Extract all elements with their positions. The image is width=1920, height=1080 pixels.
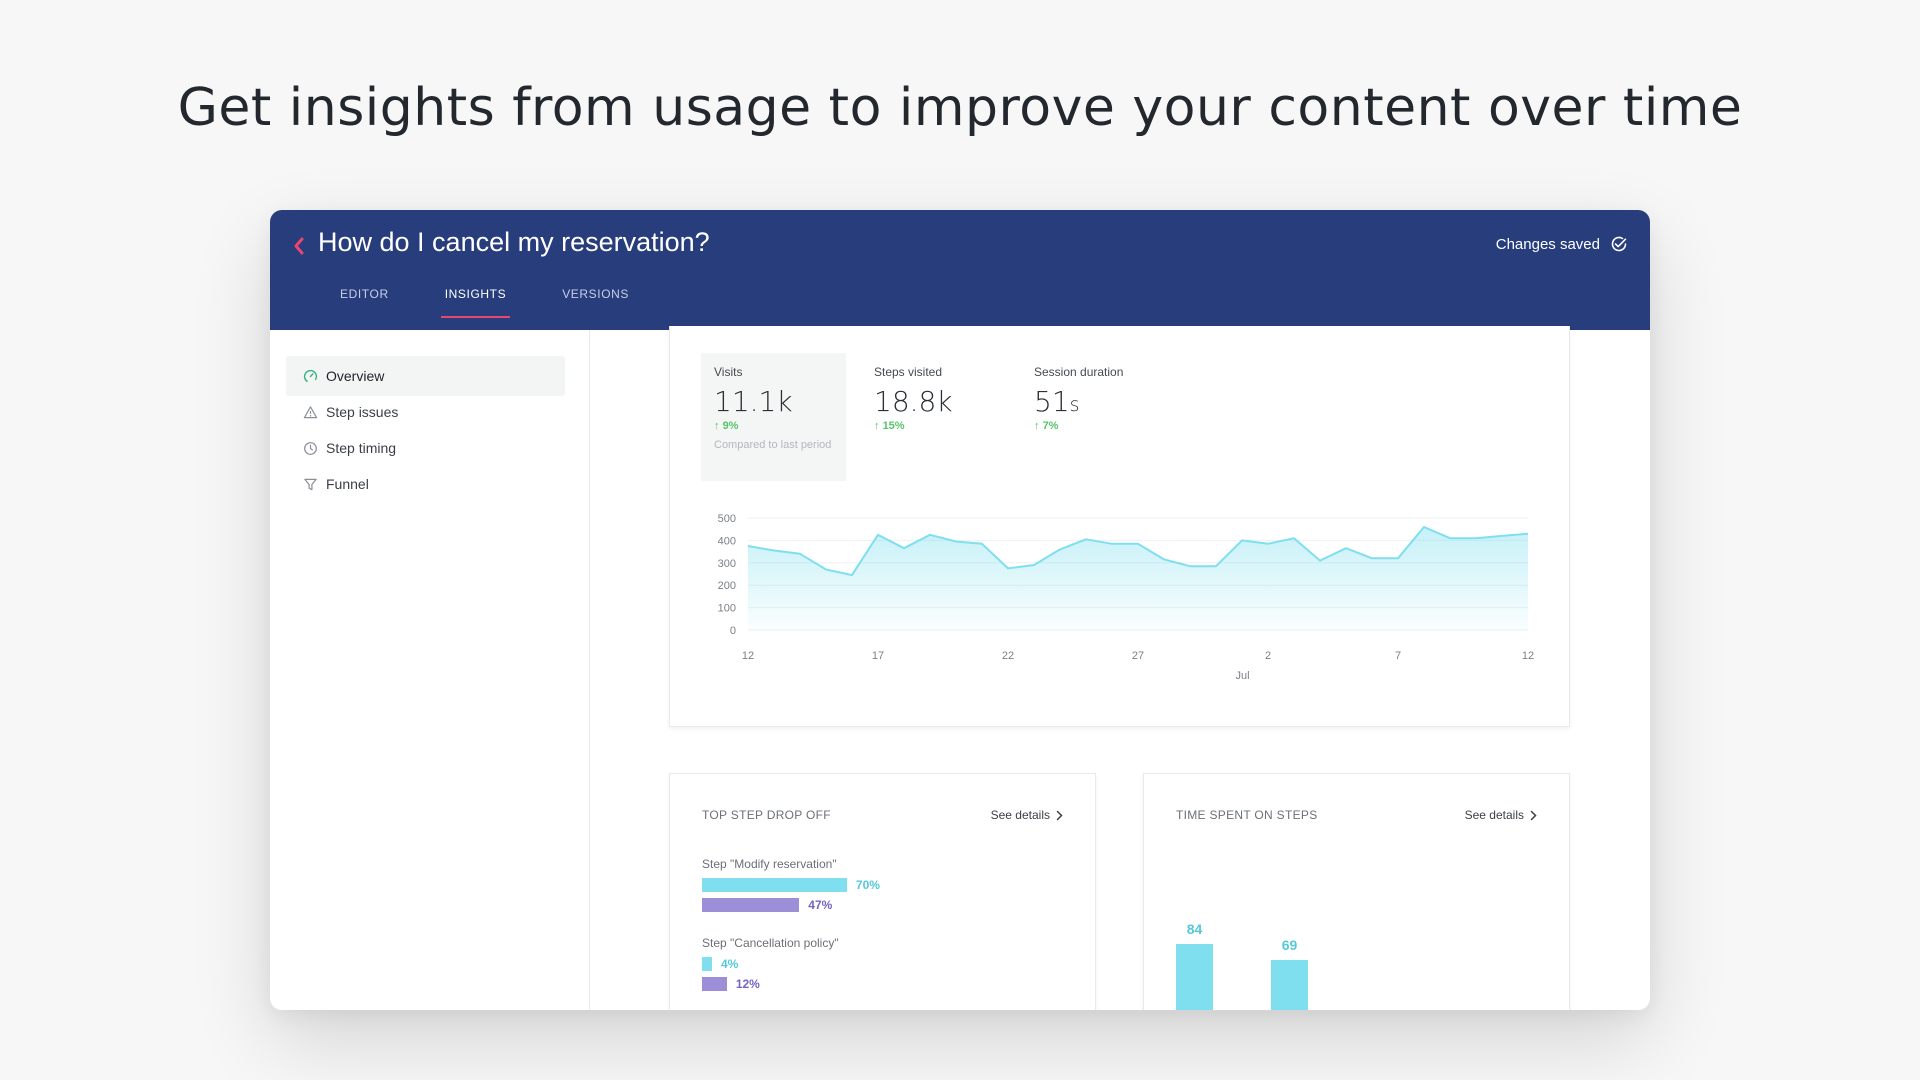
x-tick-label: 17 <box>872 650 884 662</box>
see-details-link[interactable]: See details <box>991 808 1063 822</box>
bar-value-label: 69 <box>1281 937 1298 954</box>
main-content: Visits 11.1k ↑ 9% Compared to last perio… <box>591 326 1650 1010</box>
drop-off-bar[interactable] <box>702 957 712 971</box>
sidebar-item-step-issues[interactable]: Step issues <box>286 392 565 432</box>
app-window: How do I cancel my reservation? Changes … <box>270 210 1650 1010</box>
step-label: Step "Cancellation policy" <box>702 936 839 950</box>
metric-delta: ↑ 9% <box>714 420 739 432</box>
series-line <box>747 526 1529 577</box>
sidebar: Overview Step issues Step timing Funnel <box>270 330 590 1010</box>
y-tick-label: 400 <box>718 535 736 547</box>
y-tick-label: 300 <box>718 558 736 570</box>
gauge-icon <box>302 368 318 384</box>
check-circle-icon <box>1611 236 1627 252</box>
save-status-label: Changes saved <box>1495 235 1600 253</box>
tab-editor[interactable]: EDITOR <box>340 287 389 301</box>
sidebar-item-label: Step timing <box>326 440 397 456</box>
metric-value: 51s <box>1034 385 1080 418</box>
time-bar[interactable] <box>1271 960 1308 1010</box>
header-bar: How do I cancel my reservation? Changes … <box>270 210 1650 330</box>
drop-off-bar[interactable] <box>702 898 800 912</box>
top-step-drop-off-card: TOP STEP DROP OFF See details Step "Modi… <box>669 773 1096 1010</box>
chevron-right-icon <box>1056 810 1063 820</box>
x-tick-label: 27 <box>1132 650 1144 662</box>
clock-icon <box>302 440 318 456</box>
see-details-link[interactable]: See details <box>1465 808 1537 822</box>
sidebar-item-step-timing[interactable]: Step timing <box>286 428 565 468</box>
metric-delta: ↑ 15% <box>874 420 905 432</box>
funnel-icon <box>302 476 318 492</box>
sidebar-item-funnel[interactable]: Funnel <box>286 464 565 504</box>
x-tick-label: 12 <box>742 650 754 662</box>
tab-versions[interactable]: VERSIONS <box>562 287 630 301</box>
chevron-right-icon <box>1530 810 1537 820</box>
sidebar-item-label: Funnel <box>326 476 369 492</box>
series-area <box>748 527 1528 630</box>
y-tick-label: 200 <box>718 580 736 592</box>
bar-value-label: 84 <box>1186 920 1203 937</box>
tab-insights[interactable]: INSIGHTS <box>417 286 534 330</box>
metric-label: Steps visited <box>874 365 943 379</box>
time-bar[interactable] <box>1176 943 1213 1010</box>
time-spent-card: TIME SPENT ON STEPS See details 84 69 <box>1143 773 1570 1010</box>
sidebar-item-overview[interactable]: Overview <box>286 356 565 396</box>
back-chevron-icon[interactable] <box>288 230 310 262</box>
save-status: Changes saved <box>1496 235 1628 253</box>
page-headline: Get insights from usage to improve your … <box>177 78 1743 138</box>
sidebar-item-label: Overview <box>326 368 385 384</box>
metric-steps-visited[interactable]: Steps visited 18.8k ↑ 15% <box>861 353 1006 481</box>
x-tick-label: 12 <box>1522 650 1534 662</box>
sidebar-item-label: Step issues <box>326 404 399 420</box>
x-tick-label: 7 <box>1395 650 1401 662</box>
x-tick-label: 2 <box>1265 650 1271 662</box>
y-tick-label: 500 <box>718 513 736 525</box>
warning-icon <box>302 404 318 420</box>
x-month-label: Jul <box>1235 670 1249 682</box>
page-title: How do I cancel my reservation? <box>318 227 710 257</box>
card-title: TOP STEP DROP OFF <box>702 808 831 822</box>
bar-value-label: 47% <box>808 898 833 912</box>
tab-bar: EDITOR INSIGHTS VERSIONS <box>312 286 657 330</box>
step-label: Step "Modify reservation" <box>702 857 837 871</box>
metric-value: 18.8k <box>874 385 953 418</box>
drop-off-bar[interactable] <box>702 977 727 991</box>
metric-label: Visits <box>714 365 743 379</box>
metric-note: Compared to last period <box>714 439 832 451</box>
metric-visits[interactable]: Visits 11.1k ↑ 9% Compared to last perio… <box>701 353 846 481</box>
metric-label: Session duration <box>1034 365 1124 379</box>
bar-value-label: 70% <box>855 878 880 892</box>
bar-value-label: 12% <box>735 977 760 991</box>
y-tick-label: 0 <box>730 625 736 637</box>
visits-card: Visits 11.1k ↑ 9% Compared to last perio… <box>669 326 1570 727</box>
y-tick-label: 100 <box>718 603 736 615</box>
drop-off-bar[interactable] <box>702 878 847 892</box>
metric-session-duration[interactable]: Session duration 51s ↑ 7% <box>1021 353 1166 481</box>
card-title: TIME SPENT ON STEPS <box>1176 808 1318 822</box>
bar-value-label: 4% <box>721 957 739 971</box>
metric-delta: ↑ 7% <box>1034 420 1059 432</box>
metric-value: 11.1k <box>714 385 793 418</box>
x-tick-label: 22 <box>1002 650 1014 662</box>
